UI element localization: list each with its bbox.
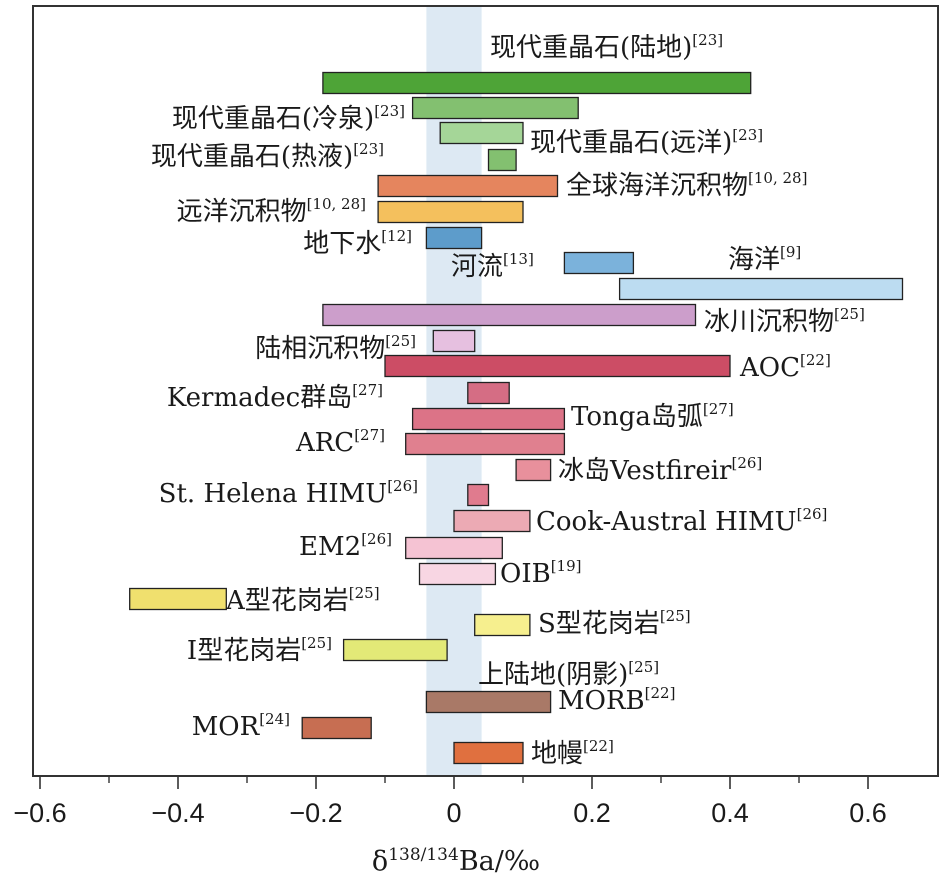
bar-4 bbox=[487, 148, 517, 172]
bar-3 bbox=[439, 121, 524, 145]
plot-frame bbox=[32, 5, 939, 777]
bar-19 bbox=[405, 536, 503, 560]
bar-21 bbox=[129, 587, 227, 611]
bar-21-label: A型花岗岩[25] bbox=[225, 584, 380, 616]
bar-10 bbox=[322, 303, 697, 327]
bar-19-label: EM2[26] bbox=[299, 530, 392, 562]
bar-25 bbox=[301, 716, 372, 740]
bar-18-label: Cook-Austral HIMU[26] bbox=[536, 505, 827, 537]
bar-15 bbox=[405, 432, 566, 456]
bar-26-label: 地幔[22] bbox=[531, 737, 614, 769]
x-tick-label: −0.4 bbox=[151, 798, 204, 828]
x-tick-label: 0.4 bbox=[711, 798, 749, 828]
x-tick-label: −0.2 bbox=[289, 798, 342, 828]
bar-12 bbox=[384, 354, 731, 378]
bar-23 bbox=[342, 638, 448, 662]
bar-5 bbox=[377, 174, 559, 198]
x-tick-label: 0.6 bbox=[849, 798, 887, 828]
bar-2-label: 现代重晶石(冷泉)[23] bbox=[172, 102, 405, 134]
bar-17 bbox=[467, 483, 490, 507]
bar-10-label: 冰川沉积物[25] bbox=[704, 305, 865, 337]
bar-26 bbox=[453, 741, 524, 765]
x-tick-label: 0 bbox=[446, 798, 461, 828]
bar-8 bbox=[563, 251, 635, 275]
bar-25-label: MOR[24] bbox=[192, 710, 290, 742]
bar-5-label: 全球海洋沉积物[10, 28] bbox=[566, 169, 807, 201]
bar-3-label: 现代重晶石(远洋)[23] bbox=[530, 126, 763, 158]
bar-24-label: MORB[22] bbox=[558, 684, 675, 716]
bar-23-label: I型花岗岩[25] bbox=[187, 634, 332, 666]
bar-14-label: Tonga岛弧[27] bbox=[571, 400, 734, 432]
bar-1-label: 现代重晶石(陆地)[23] bbox=[490, 31, 723, 63]
bar-12-label: AOC[22] bbox=[739, 351, 831, 383]
bar-18 bbox=[453, 509, 531, 533]
bar-6-label: 远洋沉积物[10, 28] bbox=[177, 195, 366, 227]
bar-17-label: St. Helena HIMU[26] bbox=[159, 477, 418, 509]
bar-15-label: ARC[27] bbox=[295, 426, 385, 458]
bar-20 bbox=[418, 562, 497, 586]
bar-7 bbox=[425, 226, 483, 250]
bar-14 bbox=[411, 407, 566, 431]
bar-16-label: 冰岛Vestfireir[26] bbox=[558, 454, 762, 486]
bar-13-label: Kermadec群岛[27] bbox=[167, 381, 383, 413]
bar-16 bbox=[515, 458, 552, 482]
x-tick-label: 0.2 bbox=[573, 798, 611, 828]
bar-9 bbox=[618, 277, 904, 301]
x-axis-title: δ138/134Ba/‰ bbox=[372, 845, 540, 877]
bar-7-label: 地下水[12] bbox=[303, 227, 412, 259]
bar-13 bbox=[467, 381, 510, 405]
bar-24 bbox=[425, 690, 552, 714]
bar-6 bbox=[377, 200, 524, 224]
bar-20-label: OIB[19] bbox=[500, 557, 582, 589]
bar-1 bbox=[322, 71, 752, 95]
x-tick-label: −0.6 bbox=[13, 798, 66, 828]
bar-11 bbox=[432, 329, 476, 353]
bar-2 bbox=[411, 96, 579, 120]
bar-22-label: S型花岗岩[25] bbox=[538, 607, 691, 639]
bar-8-label: 河流[13] bbox=[451, 250, 534, 282]
bar-11-label: 陆相沉积物[25] bbox=[255, 332, 416, 364]
upper-continent-band-label: 上陆地(阴影)[25] bbox=[478, 658, 659, 690]
bar-9-label: 海洋[9] bbox=[728, 243, 801, 275]
bar-4-label: 现代重晶石(热液)[23] bbox=[151, 140, 384, 172]
bar-22 bbox=[474, 613, 531, 637]
